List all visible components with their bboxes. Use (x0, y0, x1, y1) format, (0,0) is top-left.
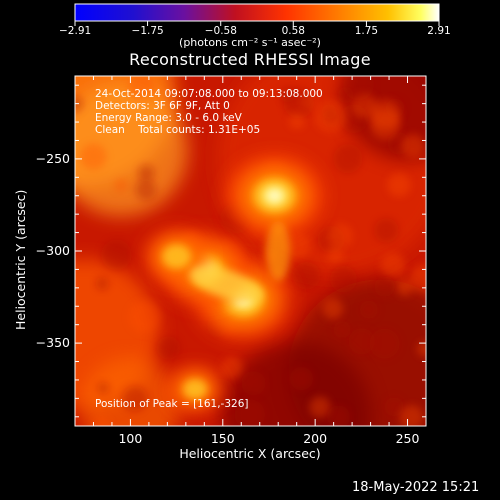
texture-blob (128, 300, 161, 333)
y-tick-label: −350 (35, 335, 70, 351)
source-blob (145, 230, 208, 283)
texture-blob (101, 239, 132, 270)
texture-blob (284, 232, 311, 259)
texture-blob (97, 382, 110, 395)
texture-blob (326, 246, 344, 264)
y-tick-label: −300 (35, 243, 70, 258)
texture-blob (122, 386, 148, 412)
texture-blob (241, 371, 266, 396)
texture-blob (292, 262, 321, 290)
texture-blob (220, 356, 243, 380)
colorbar-tick-label: −1.75 (131, 25, 164, 37)
texture-blob (135, 179, 157, 201)
source-ridge (190, 266, 263, 302)
texture-blob (396, 278, 414, 296)
colorbar-tick-label: 0.58 (281, 25, 305, 37)
x-axis-label: Heliocentric X (arcsec) (179, 446, 321, 461)
texture-blob (309, 396, 331, 418)
source-ridge (266, 221, 291, 281)
texture-blob (387, 173, 411, 197)
texture-blob (128, 76, 154, 100)
texture-blob (156, 336, 181, 360)
texture-blob (380, 253, 406, 279)
annotation-energy-range: Energy Range: 3.0 - 6.0 keV (95, 112, 242, 124)
colorbar-tick-label: −2.91 (59, 25, 92, 37)
texture-blob (374, 218, 399, 243)
chart-title: Reconstructed RHESSI Image (129, 50, 371, 69)
texture-blob (327, 405, 350, 426)
texture-blob (333, 321, 351, 339)
texture-blob (343, 76, 374, 101)
annotation-detectors: Detectors: 3F 6F 9F, Att 0 (95, 100, 230, 112)
texture-blob (322, 298, 344, 319)
source-blob (168, 367, 222, 412)
annotation-clean-counts: Clean Total counts: 1.31E+05 (95, 124, 261, 136)
colorbar-unit-label: (photons cm⁻² s⁻¹ asec⁻²) (179, 36, 321, 49)
texture-blob (333, 144, 363, 174)
texture-blob (348, 328, 375, 355)
texture-blob (330, 265, 357, 293)
texture-blob (93, 417, 111, 426)
texture-blob (401, 133, 425, 158)
x-tick-label: 100 (118, 431, 143, 446)
timestamp-footer: 18-May-2022 15:21 (352, 480, 480, 495)
texture-blob (369, 328, 400, 359)
texture-blob (417, 341, 426, 357)
texture-blob (410, 264, 426, 292)
y-tick-label: −250 (35, 150, 70, 166)
y-axis-label: Heliocentric Y (arcsec) (13, 189, 28, 330)
x-tick-label: 250 (395, 431, 420, 446)
texture-blob (95, 276, 110, 291)
colorbar (74, 3, 440, 22)
axis-ticks (75, 76, 426, 426)
texture-blob (374, 276, 395, 297)
annotation-peak-position: Position of Peak = [161,-326] (95, 398, 249, 410)
heatmap-image (75, 76, 426, 426)
texture-blob (288, 112, 305, 129)
texture-blob (327, 223, 353, 249)
texture-blob (280, 87, 295, 103)
annotation-time-range: 24-Oct-2014 09:07:08.000 to 09:13:08.000 (95, 88, 323, 100)
texture-blob (75, 95, 84, 112)
colorbar-tick-label: 2.91 (427, 25, 451, 37)
texture-blob (80, 143, 107, 170)
texture-blob (137, 164, 155, 182)
texture-blob (114, 178, 128, 192)
x-tick-label: 200 (303, 431, 328, 446)
x-tick-label: 150 (210, 431, 235, 446)
colorbar-tick-label: −0.58 (204, 25, 237, 37)
texture-blob (234, 399, 266, 426)
colorbar-tick-label: 1.75 (354, 25, 379, 37)
source-blob (226, 155, 323, 236)
colorbar-ticks (74, 21, 440, 26)
texture-blob (359, 300, 378, 319)
texture-blob (369, 108, 401, 141)
texture-blob (399, 405, 424, 426)
background-region (75, 83, 188, 217)
texture-blob (384, 397, 404, 417)
texture-blob (314, 100, 347, 133)
texture-blob (289, 367, 314, 391)
